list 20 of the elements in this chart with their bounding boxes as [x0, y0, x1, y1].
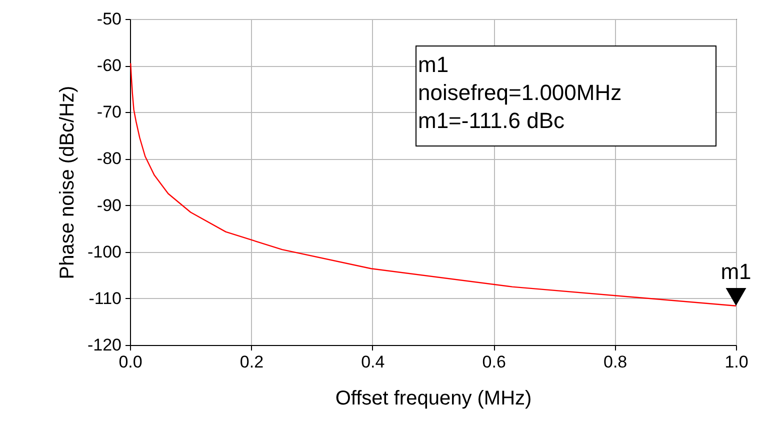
x-tick-label: 1.0: [724, 352, 748, 372]
annotation: m1: [418, 52, 449, 77]
y-tick-label: -70: [96, 102, 122, 122]
y-tick-label: -90: [96, 196, 122, 215]
x-tick-label: 0.4: [361, 352, 385, 372]
annotation: m1: [720, 258, 752, 284]
annotation: m1=-111.6 dBc: [418, 108, 565, 133]
y-tick-label: -80: [96, 149, 122, 168]
y-tick-label: -120: [87, 336, 122, 354]
y-tick-label: -50: [96, 10, 122, 28]
x-tick-label: 0.8: [603, 352, 628, 372]
y-tick-label: -110: [88, 288, 122, 308]
x-tick-label: 0.6: [482, 352, 506, 372]
x-axis-title: Offset frequeny (MHz): [335, 388, 532, 410]
y-axis-title: Phase noise (dBc/Hz): [56, 86, 78, 280]
annotation: noisefreq=1.000MHz: [418, 80, 622, 105]
x-tick-label: 0.0: [118, 352, 142, 372]
y-tick-label: -60: [96, 56, 122, 76]
y-tick-label: -100: [87, 242, 122, 262]
x-tick-label: 0.2: [240, 352, 264, 372]
